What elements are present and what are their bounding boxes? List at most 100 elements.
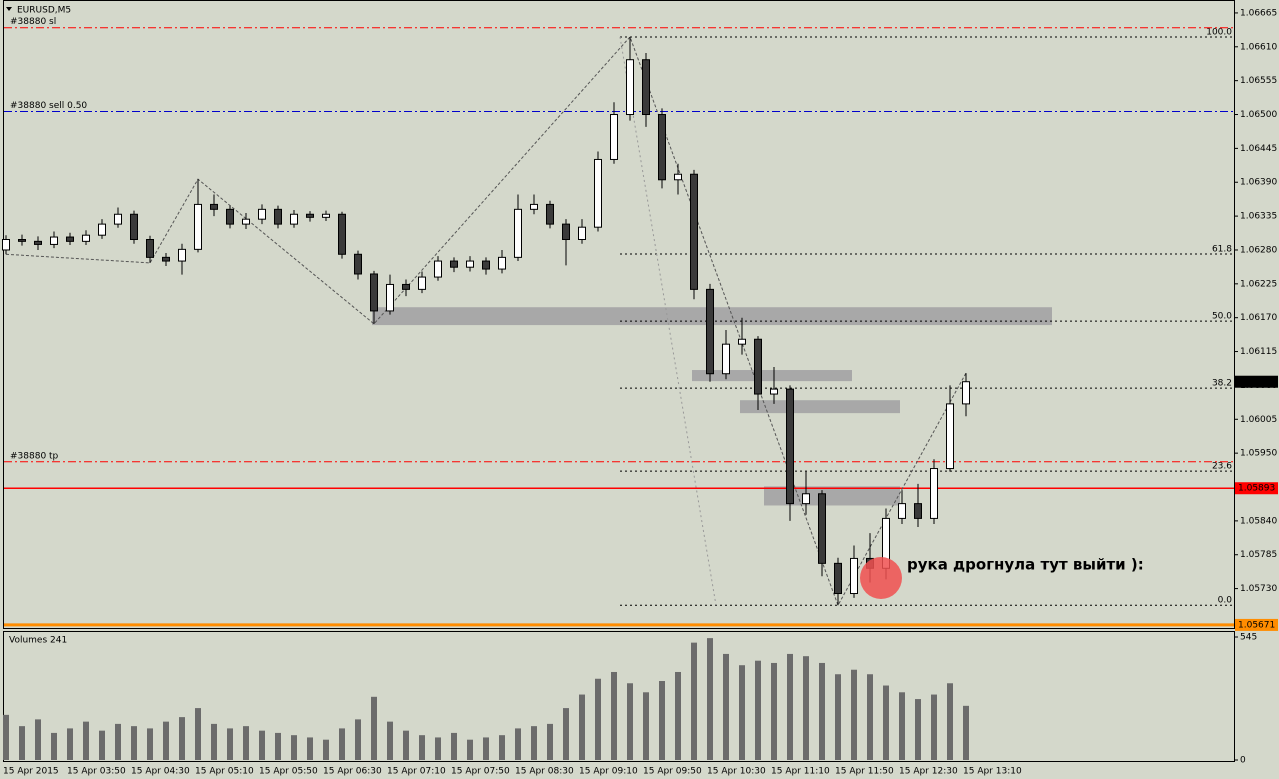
- candle-body: [498, 256, 506, 270]
- price-tag: [1235, 375, 1278, 388]
- candle-body: [722, 343, 730, 375]
- volume-bar: [83, 721, 89, 760]
- volume-bar: [115, 723, 121, 760]
- candle-body: [402, 283, 410, 290]
- candle-body: [290, 213, 298, 225]
- candle-body: [418, 276, 426, 290]
- y-tick-label: 1.06610: [1240, 42, 1277, 52]
- volume-bar: [3, 714, 9, 760]
- y-tick-label: 1.06335: [1240, 212, 1277, 222]
- candle-body: [514, 208, 522, 258]
- zone: [764, 486, 900, 506]
- y-tick-label: 1.05785: [1240, 550, 1277, 560]
- candle-body: [914, 503, 922, 519]
- candle-body: [754, 338, 762, 395]
- candle-body: [226, 208, 234, 225]
- candle-body: [466, 260, 474, 268]
- x-tick-label: 15 Apr 04:30: [131, 767, 190, 777]
- volume-bar: [531, 726, 537, 760]
- zone: [740, 400, 900, 414]
- candle-body: [578, 226, 586, 241]
- volume-bar: [67, 728, 73, 760]
- volume-bar: [547, 723, 553, 760]
- candle-body: [210, 203, 218, 210]
- candle-body: [834, 562, 842, 595]
- candle-body: [850, 557, 858, 595]
- candle-body: [450, 260, 458, 268]
- candle-body: [338, 213, 346, 255]
- candle-body: [562, 223, 570, 241]
- volume-bar: [259, 730, 265, 760]
- volume-bar: [435, 737, 441, 760]
- y-tick-label: 1.06005: [1240, 415, 1277, 425]
- candle-body: [274, 208, 282, 225]
- fibo-label: 0.0: [1218, 596, 1233, 606]
- main-pane: [3, 0, 1235, 629]
- volume-bar: [323, 739, 329, 760]
- order-label: #38880 sell 0.50: [10, 101, 87, 111]
- x-tick-label: 15 Apr 09:10: [579, 767, 638, 777]
- volume-bar: [467, 739, 473, 760]
- volume-bar: [227, 728, 233, 760]
- volume-bar: [499, 735, 505, 760]
- volume-bar: [867, 674, 873, 760]
- candle-body: [18, 239, 26, 242]
- order-label: #38880 tp: [10, 451, 59, 461]
- candle-body: [242, 218, 250, 225]
- price-tag-label: 1.06066: [1238, 377, 1275, 387]
- candle-body: [306, 213, 314, 218]
- volume-bar: [19, 726, 25, 760]
- candle-body: [194, 203, 202, 250]
- x-tick-label: 15 Apr 2015: [3, 767, 59, 777]
- annotation: рука дрогнула тут выйти ):: [907, 556, 1144, 574]
- volume-bar: [131, 726, 137, 760]
- volume-bar: [147, 728, 153, 760]
- v-tick-label: 545: [1240, 633, 1257, 643]
- candle-body: [786, 388, 794, 505]
- candle-body: [178, 248, 186, 262]
- candle-body: [146, 239, 154, 258]
- x-tick-label: 15 Apr 10:30: [707, 767, 766, 777]
- y-tick-label: 1.06500: [1240, 110, 1277, 120]
- fibo-label: 100.0: [1206, 27, 1232, 37]
- volume-bar: [515, 728, 521, 760]
- volume-bar: [691, 642, 697, 760]
- volume-bar: [339, 728, 345, 760]
- fibo-trend: [619, 36, 717, 606]
- y-tick-label: 1.06555: [1240, 76, 1277, 86]
- volume-bar: [899, 692, 905, 760]
- candle-body: [82, 234, 90, 242]
- candle-body: [434, 260, 442, 278]
- y-tick-label: 1.06115: [1240, 347, 1277, 357]
- candle-body: [130, 213, 138, 241]
- x-tick-label: 15 Apr 03:50: [67, 767, 126, 777]
- volume-bar: [579, 694, 585, 760]
- volume-bar: [35, 719, 41, 760]
- volume-bar: [195, 708, 201, 760]
- candle-body: [898, 503, 906, 519]
- volume-bar: [739, 665, 745, 760]
- volume-bar: [563, 708, 569, 760]
- volume-bar: [483, 737, 489, 760]
- volume-bar: [819, 662, 825, 760]
- volume-bar: [851, 669, 857, 760]
- candle-body: [546, 203, 554, 225]
- candle-body: [354, 253, 362, 275]
- x-tick-label: 15 Apr 06:30: [323, 767, 382, 777]
- y-tick-label: 1.06665: [1240, 8, 1277, 18]
- volume-bar: [179, 717, 185, 760]
- price-tag: [1235, 618, 1278, 631]
- candle-body: [626, 59, 634, 116]
- candle-body: [946, 403, 954, 470]
- x-tick-label: 15 Apr 07:50: [451, 767, 510, 777]
- volume-bar: [99, 730, 105, 760]
- volume-bar: [211, 723, 217, 760]
- candle-body: [50, 236, 58, 245]
- volume-title: Volumes 241: [9, 636, 67, 646]
- v-tick-label: 0: [1240, 756, 1246, 766]
- y-tick-label: 1.06225: [1240, 279, 1277, 289]
- fibo-label: 61.8: [1212, 245, 1232, 255]
- candle-body: [658, 114, 666, 181]
- volume-bar: [803, 656, 809, 760]
